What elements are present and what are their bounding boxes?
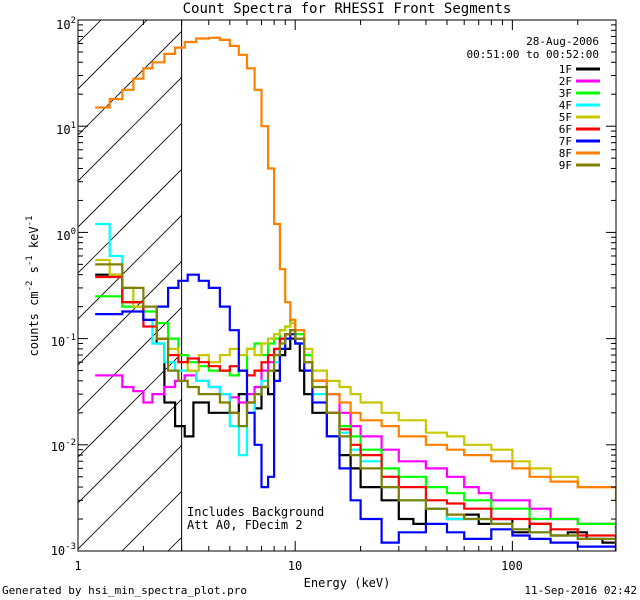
axis-ticks	[77, 19, 617, 552]
y-tick-label: 10-2	[51, 438, 76, 454]
generated-timestamp: 11-Sep-2016 02:42	[524, 584, 637, 597]
hatch-line	[78, 352, 182, 458]
x-tick-labels: 1 10 100	[74, 559, 522, 573]
series-lines	[95, 20, 616, 551]
hatch-line	[78, 20, 102, 44]
legend-label-1F: 1F	[559, 63, 572, 76]
plot-frame	[77, 19, 617, 552]
legend-label-3F: 3F	[559, 87, 572, 100]
series-4F	[95, 222, 616, 544]
legend-label-7F: 7F	[559, 135, 572, 148]
hatch-line	[78, 260, 182, 366]
y-tick-label: 10-1	[51, 333, 76, 349]
hatch-line	[78, 20, 148, 90]
x-axis-label: Energy (keV)	[304, 576, 391, 590]
legend-label-9F: 9F	[559, 159, 572, 172]
y-tick-label: 102	[56, 16, 76, 32]
hatch-line	[78, 214, 182, 320]
observation-date: 28-Aug-2006	[526, 35, 599, 48]
legend-label-4F: 4F	[559, 99, 572, 112]
hatch-line	[78, 398, 182, 504]
series-8F	[95, 36, 616, 502]
x-tick-label: 10	[288, 559, 302, 573]
observation-time-range: 00:51:00 to 00:52:00	[467, 48, 599, 61]
y-tick-label: 101	[56, 121, 76, 137]
x-tick-label: 1	[74, 559, 81, 573]
chart-title: Count Spectra for RHESSI Front Segments	[183, 1, 512, 17]
y-axis-label: counts cm-2 s-1 keV-1	[25, 216, 41, 357]
x-tick-label: 100	[501, 559, 523, 573]
series-7F	[95, 273, 616, 551]
legend-label-2F: 2F	[559, 75, 572, 88]
series-1F	[95, 273, 616, 548]
y-tick-label: 10-3	[51, 542, 76, 558]
legend-label-5F: 5F	[559, 111, 572, 124]
generated-by: Generated by hsi_min_spectra_plot.pro	[2, 584, 247, 597]
hatch-line	[78, 122, 182, 228]
hatch-line	[78, 444, 182, 550]
y-tick-labels: 10-3 10-2 10-1 100 101 102	[51, 16, 76, 558]
y-tick-label: 100	[56, 227, 76, 243]
hatch-line	[78, 30, 182, 136]
annotation-background: Includes Background	[187, 505, 324, 519]
series-9F	[95, 263, 616, 544]
hatch-line	[78, 168, 182, 274]
series-6F	[95, 275, 616, 544]
excluded-energy-hatch	[78, 0, 640, 551]
annotation-attenuator: Att A0, FDecim 2	[187, 518, 303, 532]
series-5F	[95, 258, 616, 502]
legend-label-8F: 8F	[559, 147, 572, 160]
legend-label-6F: 6F	[559, 123, 572, 136]
hatch-line	[260, 0, 640, 551]
series-3F	[95, 295, 616, 534]
